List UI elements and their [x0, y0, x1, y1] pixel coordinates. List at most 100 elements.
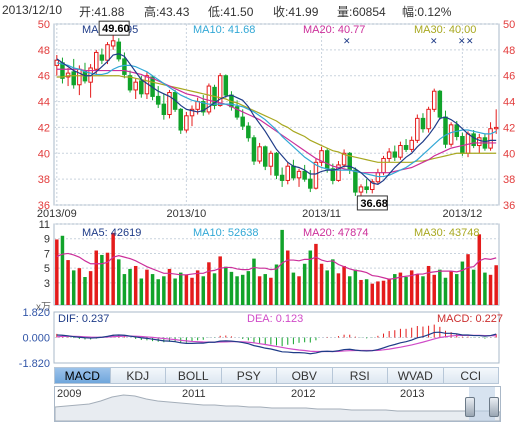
- navigator-year-2013: 2013: [400, 388, 425, 400]
- macd-ytick: -1.820: [19, 358, 50, 370]
- volume-bar: [286, 250, 290, 305]
- candle-up: [488, 128, 493, 149]
- event-marker-icon: ✕: [466, 36, 474, 46]
- price-ytick-right: 40: [503, 148, 515, 160]
- volume-bar: [60, 235, 65, 305]
- candle-down: [353, 169, 358, 193]
- candle-up: [336, 164, 341, 181]
- candle-up: [105, 44, 110, 61]
- tab-obv[interactable]: OBV: [277, 367, 333, 384]
- volume-bar: [212, 273, 217, 305]
- candle-down: [262, 146, 268, 167]
- volume-bar: [455, 274, 459, 305]
- quote-date: 2013/12/10: [2, 3, 63, 17]
- volume-bar: [66, 260, 70, 305]
- price-ytick-right: 46: [503, 71, 515, 83]
- candle-down: [139, 80, 144, 95]
- macd-ytick: 0.000: [22, 333, 50, 345]
- candle-down: [155, 95, 161, 105]
- candle-down: [223, 75, 229, 96]
- volume-bar: [246, 271, 251, 305]
- candle-down: [246, 125, 251, 139]
- tab-wvad[interactable]: WVAD: [388, 367, 444, 384]
- navigator-right-handle[interactable]: [489, 397, 499, 417]
- candle-up: [477, 137, 482, 147]
- navigator-year-2009: 2009: [57, 388, 82, 400]
- tab-macd[interactable]: MACD: [54, 367, 111, 384]
- event-marker-icon: ✕: [430, 36, 438, 46]
- volume-bar: [331, 259, 335, 305]
- quote-high: 高:43.43: [144, 5, 190, 19]
- volume-bar: [370, 283, 375, 305]
- candle-down: [471, 133, 476, 147]
- tab-psy[interactable]: PSY: [221, 367, 277, 384]
- volume-bar: [229, 271, 234, 305]
- volume-bar: [319, 263, 324, 305]
- volume-bar: [88, 271, 93, 305]
- candle-up: [110, 40, 116, 47]
- candle-down: [240, 116, 245, 127]
- volume-bar: [280, 229, 284, 305]
- volume-ma-line: [56, 252, 497, 280]
- volume-ma-label-2: MA10: 52638: [193, 227, 258, 239]
- volume-bar: [111, 232, 115, 305]
- candle-up: [206, 85, 212, 113]
- candle-up: [313, 161, 319, 189]
- navigator-sparkline: [55, 387, 500, 421]
- volume-bar: [195, 270, 200, 305]
- tab-boll[interactable]: BOLL: [166, 367, 222, 384]
- volume-bar: [432, 274, 436, 305]
- candle-down: [324, 150, 330, 170]
- navigator-year-2011: 2011: [182, 388, 206, 400]
- candle-up: [195, 101, 200, 110]
- price-ma-label-4: MA30: 40.00: [414, 24, 476, 36]
- volume-bar: [178, 272, 183, 305]
- tab-kdj[interactable]: KDJ: [110, 367, 166, 384]
- volume-ytick: 9: [44, 234, 50, 246]
- quote-change: 幅:0.12%: [402, 5, 452, 19]
- volume-bar: [325, 270, 329, 305]
- volume-bar: [269, 277, 273, 305]
- candle-up: [370, 181, 375, 190]
- price-ytick-right: 50: [503, 19, 515, 31]
- navigator-left-handle[interactable]: [465, 397, 475, 417]
- volume-bar: [190, 277, 194, 305]
- volume-bar: [443, 277, 448, 305]
- indicator-tabs: MACD KDJ BOLL PSY OBV RSI WVAD CCI: [54, 367, 499, 384]
- volume-unit-label: x万: [36, 302, 51, 313]
- price-ytick-left: 46: [38, 71, 50, 83]
- candle-up: [77, 68, 82, 86]
- volume-bar: [409, 270, 414, 305]
- tab-cci[interactable]: CCI: [443, 367, 499, 384]
- volume-bar: [122, 274, 127, 305]
- volume-bar: [55, 239, 59, 305]
- candle-up: [319, 150, 324, 163]
- candle-down: [274, 152, 279, 176]
- tab-rsi[interactable]: RSI: [332, 367, 388, 384]
- volume-bar: [240, 274, 245, 305]
- volume-bar: [415, 274, 420, 305]
- volume-bar: [460, 261, 465, 305]
- volume-bar: [252, 258, 256, 305]
- volume-bar: [364, 279, 369, 305]
- candle-down: [291, 165, 296, 179]
- candle-up: [358, 186, 364, 193]
- candle-down: [364, 186, 369, 190]
- volume-bar: [314, 243, 318, 305]
- price-xtick-label: 2013/12: [443, 208, 483, 220]
- candle-up: [431, 90, 437, 110]
- high-marker-box: [98, 20, 130, 36]
- low-marker-label: 36.68: [360, 198, 388, 210]
- price-panel-frame: [53, 23, 500, 206]
- quote-close: 收:41.99: [273, 5, 319, 19]
- timeline-navigator[interactable]: 2009 2011 2012 2013: [54, 386, 501, 422]
- volume-bar: [297, 276, 301, 305]
- candle-down: [201, 101, 206, 113]
- volume-ma-label-1: MA5: 42619: [82, 227, 141, 239]
- volume-bar: [421, 276, 425, 305]
- low-marker-box: [356, 195, 388, 211]
- volume-ytick: 3: [44, 278, 50, 290]
- volume-bar: [117, 259, 121, 305]
